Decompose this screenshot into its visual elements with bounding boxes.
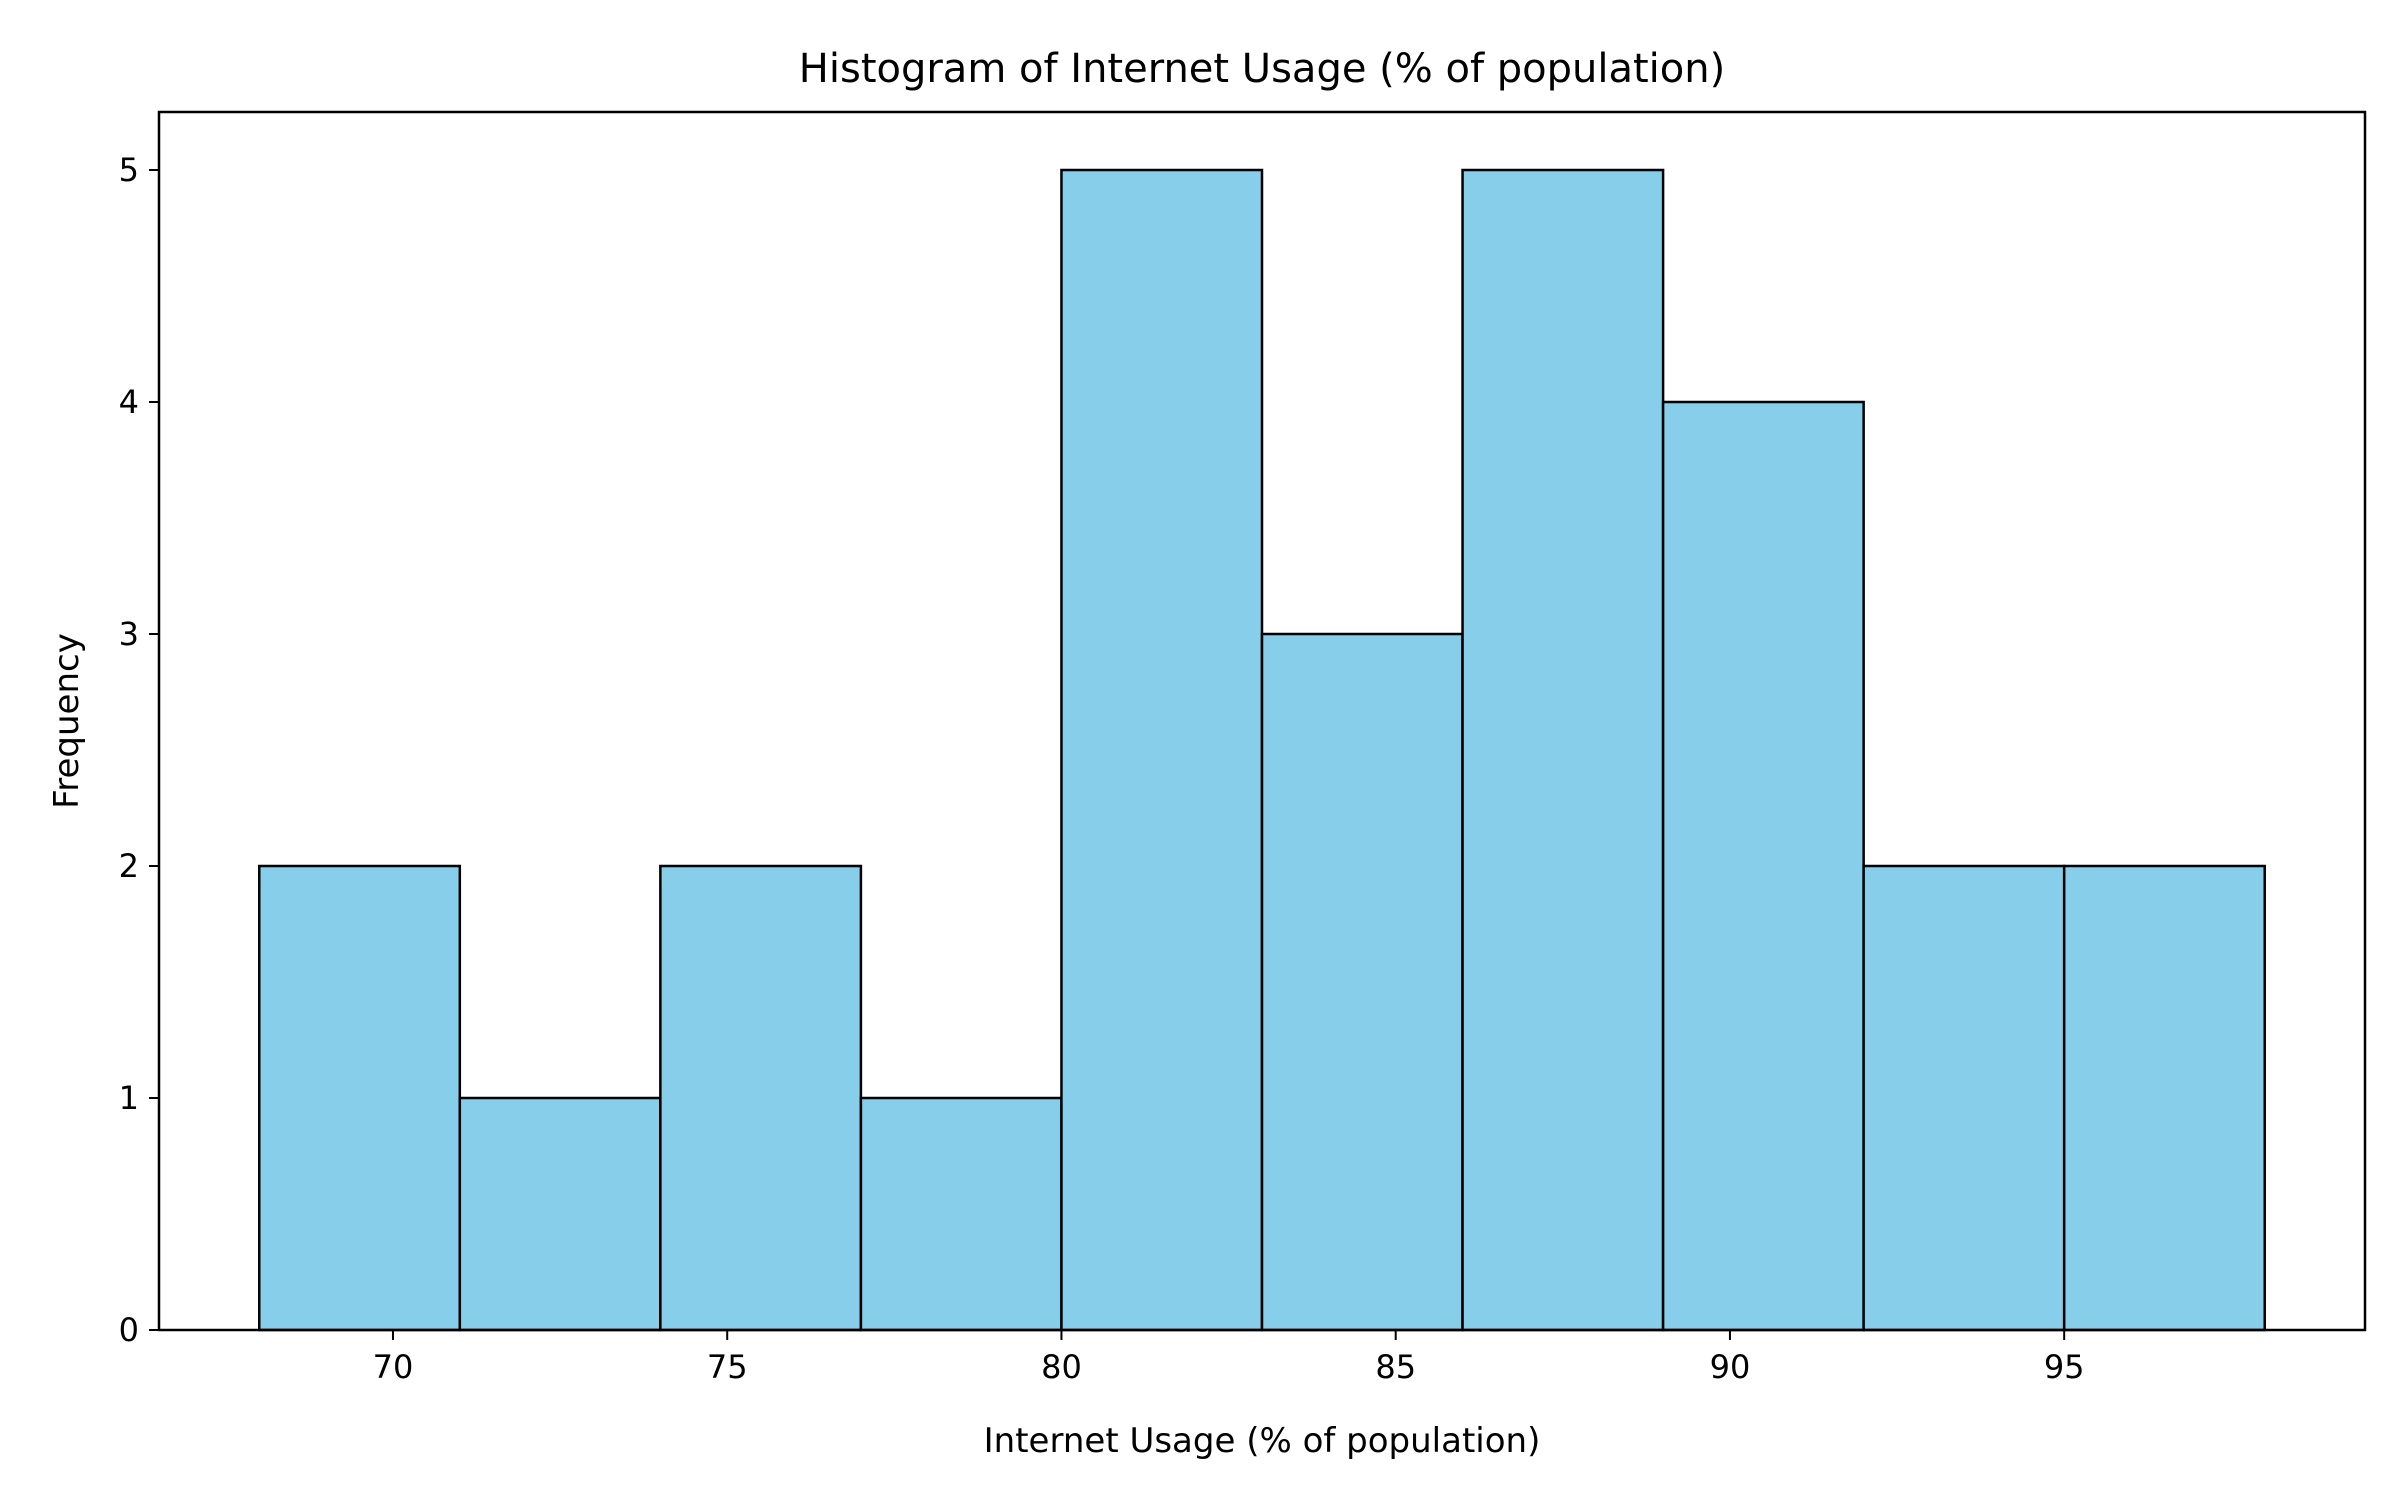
y-axis-ticks: 0 1 2 3 4 5: [119, 151, 159, 1349]
chart-title: Histogram of Internet Usage (% of popula…: [799, 46, 1725, 92]
x-tick-label: 70: [373, 1348, 414, 1386]
histogram-bar-6: [1260, 632, 1464, 1332]
y-tick-label: 2: [119, 847, 139, 885]
histogram-bar-2: [458, 1096, 662, 1332]
x-tick-label: 75: [707, 1348, 748, 1386]
histogram-bar-4: [859, 1096, 1063, 1332]
histogram-bar-3: [659, 864, 863, 1332]
y-axis-label: Frequency: [47, 633, 87, 809]
bars-layer: [258, 168, 2266, 1332]
histogram-bar-9: [1862, 864, 2066, 1332]
x-axis-label: Internet Usage (% of population): [984, 1421, 1541, 1461]
plot-frame: [157, 110, 2367, 1332]
histogram-bar-1: [258, 864, 462, 1332]
histogram-bar-7: [1461, 168, 1665, 1332]
histogram-bar-10: [2062, 864, 2266, 1332]
y-tick-label: 4: [119, 383, 139, 421]
histogram-bar-8: [1661, 400, 1865, 1332]
x-tick-label: 95: [2044, 1348, 2085, 1386]
y-tick-label: 1: [119, 1079, 139, 1117]
x-axis-ticks: 70 75 80 85 90 95: [373, 1330, 2085, 1386]
histogram-bar-5: [1060, 168, 1264, 1332]
y-tick-label: 0: [119, 1311, 139, 1349]
y-tick-label: 5: [119, 151, 139, 189]
x-tick-label: 80: [1041, 1348, 1082, 1386]
y-tick-label: 3: [119, 615, 139, 653]
x-tick-label: 90: [1710, 1348, 1751, 1386]
x-tick-label: 85: [1375, 1348, 1416, 1386]
